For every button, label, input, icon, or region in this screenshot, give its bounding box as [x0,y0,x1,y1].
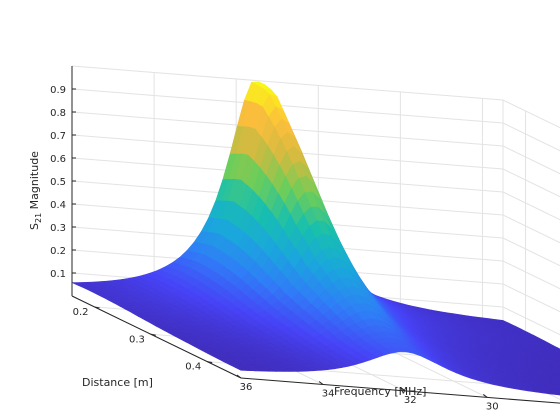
x-tick-mark [236,374,242,379]
surface-patch [556,365,560,368]
x-tick-label: 36 [240,382,253,393]
z-tick-label: 0.6 [50,154,66,165]
grid-line-z-side [502,306,560,336]
x-tick-mark [318,381,324,385]
grid-box-top [71,65,560,129]
z-tick-label: 0.8 [50,108,66,119]
grid-line-z-side [502,214,560,244]
z-axis-label-main: S [28,223,41,230]
z-tick-label: 0.4 [50,200,66,211]
x-tick-mark [400,387,406,392]
z-tick-label: 0.2 [50,246,66,257]
z-tick-label: 0.3 [50,223,66,234]
grid-line-z-side [502,122,560,152]
y-axis-line [71,295,242,379]
y-axis-label: Distance [m] [82,376,153,389]
z-axis-label-rest: Magnitude [28,151,41,213]
grid-line-z-side [502,145,560,175]
grid-line-z-side [502,168,560,198]
tick-labels: 0.10.20.30.40.50.60.70.80.90.20.30.42628… [50,85,499,412]
z-tick-label: 0.1 [50,269,66,280]
y-tick-label: 0.3 [129,334,145,345]
y-tick-mark [150,333,156,336]
x-tick-mark [482,394,488,398]
surface-patch [234,367,249,371]
x-tick-label: 30 [486,401,499,412]
surface-plot [71,81,560,396]
surface-patch [554,384,560,389]
grid-line-z-side [502,260,560,290]
y-tick-label: 0.2 [73,307,89,318]
x-axis-label: Frequency [MHz] [334,385,426,398]
x-tick-label: 32 [404,395,417,406]
y-tick-mark [207,361,213,364]
z-tick-label: 0.7 [50,131,66,142]
grid-line-z-side [502,237,560,267]
z-tick-label: 0.9 [50,85,66,96]
z-tick-label: 0.5 [50,177,66,188]
y-tick-label: 0.4 [185,362,201,373]
surface-patch [554,369,560,374]
grid-line-z-back [71,88,504,124]
grid-line-z-side [502,283,560,313]
z-axis-label-sub: 21 [34,213,43,223]
x-axis-line [240,377,560,404]
x-tick-label: 34 [322,389,335,400]
y-tick-mark [94,306,100,309]
grid-line-z-side [502,191,560,221]
z-axis-label: S21 Magnitude [28,151,43,230]
